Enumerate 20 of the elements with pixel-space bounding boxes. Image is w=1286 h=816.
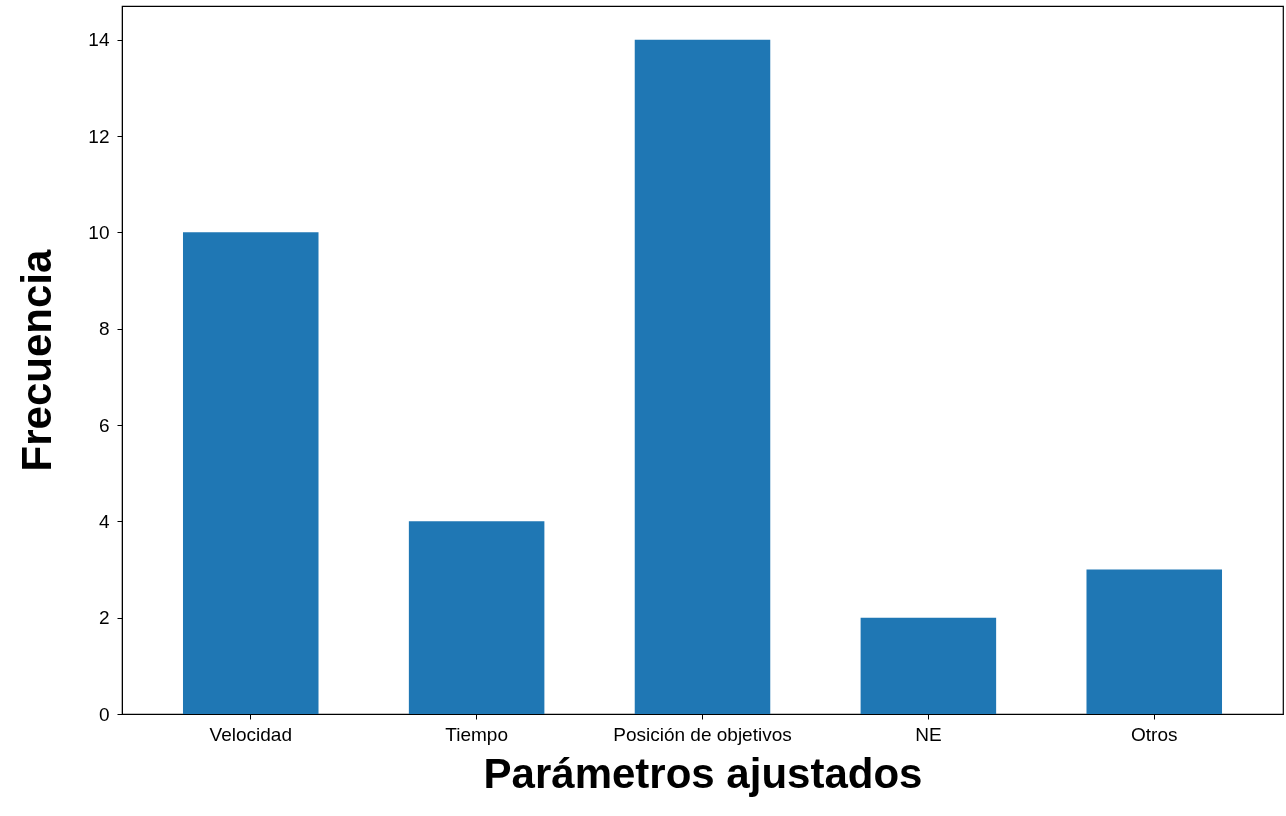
bar (182, 232, 319, 714)
bar (408, 521, 545, 714)
x-tick-label: Velocidad (209, 723, 292, 745)
y-tick-label: 12 (88, 125, 110, 147)
y-tick-label: 8 (98, 318, 110, 340)
bar (1086, 569, 1223, 714)
y-tick-label: 0 (98, 703, 110, 725)
y-axis-title: Frecuencia (13, 248, 61, 472)
x-tick-label: Otros (1131, 723, 1178, 745)
x-axis-title: Parámetros ajustados (483, 749, 923, 797)
bar (634, 39, 771, 714)
bar (860, 617, 997, 714)
y-tick-label: 14 (88, 29, 110, 51)
y-tick-label: 4 (98, 510, 110, 532)
x-tick-label: Posición de objetivos (613, 723, 792, 745)
y-tick-label: 2 (98, 607, 110, 629)
x-tick-label: NE (915, 723, 942, 745)
y-tick-label: 10 (88, 221, 110, 243)
y-tick-label: 6 (98, 414, 110, 436)
x-tick-label: Tiempo (445, 723, 508, 745)
